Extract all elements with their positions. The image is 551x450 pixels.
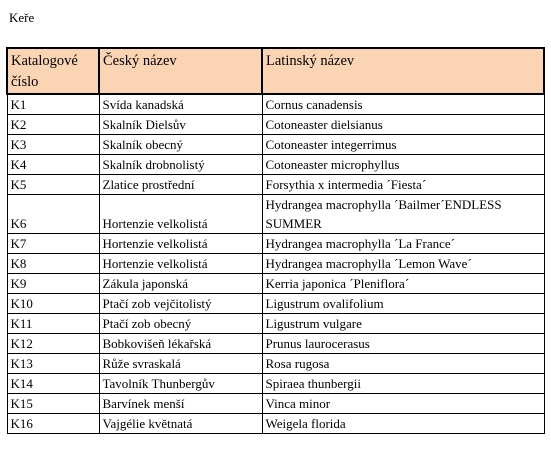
czech-name-cell: Barvínek menší: [98, 393, 263, 414]
catalog-number-cell: K8: [6, 253, 100, 274]
czech-name-cell: Ptačí zob vejčitolistý: [98, 293, 263, 314]
latin-name-cell: Cotoneaster integerrimus: [261, 134, 545, 155]
column-header-latin-name: Latinský název: [261, 47, 545, 95]
latin-name-cell: Weigela florida: [261, 413, 545, 434]
table-row: K11 Ptačí zob obecný Ligustrum vulgare: [6, 313, 545, 334]
czech-name-cell: Zlatice prostřední: [98, 174, 263, 195]
table-row: K14 Tavolník Thunbergův Spiraea thunbergii: [6, 373, 545, 394]
latin-name-cell: Vinca minor: [261, 393, 545, 414]
czech-name-cell: Ptačí zob obecný: [98, 313, 263, 334]
catalog-number-cell: K7: [6, 233, 100, 254]
latin-name-cell: Hydrangea macrophylla ´Lemon Wave´: [261, 253, 545, 274]
czech-name-cell: Zákula japonská: [98, 273, 263, 294]
plant-catalog-table: Katalogové číslo Český název Latinský ná…: [6, 47, 545, 434]
catalog-number-cell: K14: [6, 373, 100, 394]
table-row: K1 Svída kanadská Cornus canadensis: [6, 93, 545, 115]
latin-name-cell: Cotoneaster microphyllus: [261, 154, 545, 175]
latin-name-cell: Hydrangea macrophylla ´La France´: [261, 233, 545, 254]
latin-name-cell: Cornus canadensis: [261, 93, 545, 115]
column-header-catalog-number: Katalogové číslo: [6, 47, 100, 95]
catalog-number-cell: K5: [6, 174, 100, 195]
table-row: K5 Zlatice prostřední Forsythia x intermed…: [6, 174, 545, 195]
catalog-number-cell: K2: [6, 114, 100, 135]
table-header: Katalogové číslo Český název Latinský ná…: [6, 47, 545, 95]
czech-name-cell: Tavolník Thunbergův: [98, 373, 263, 394]
catalog-number-cell: K9: [6, 273, 100, 294]
latin-name-cell: Forsythia x intermedia ´Fiesta´: [261, 174, 545, 195]
table-row: K3 Skalník obecný Cotoneaster integerrimus: [6, 134, 545, 155]
latin-name-cell: Rosa rugosa: [261, 353, 545, 374]
catalog-number-cell: K11: [6, 313, 100, 334]
table-row: K15 Barvínek menší Vinca minor: [6, 393, 545, 414]
catalog-number-cell: K4: [6, 154, 100, 175]
czech-name-cell: Svída kanadská: [98, 93, 263, 115]
latin-name-cell: Kerria japonica ´Pleniflora´: [261, 273, 545, 294]
catalog-number-cell: K15: [6, 393, 100, 414]
czech-name-cell: Vajgélie květnatá: [98, 413, 263, 434]
table-row: K13 Růže svraskalá Rosa rugosa: [6, 353, 545, 374]
table-row: K4 Skalník drobnolistý Cotoneaster microph…: [6, 154, 545, 175]
table-row: K9 Zákula japonská Kerria japonica ´Plenif…: [6, 273, 545, 294]
page-heading: Keře: [9, 10, 35, 25]
table-row: K10 Ptačí zob vejčitolistý Ligustrum ovali…: [6, 293, 545, 314]
table-row: K2 Skalník Dielsův Cotoneaster dielsianus: [6, 114, 545, 135]
latin-name-cell: Prunus laurocerasus: [261, 333, 545, 354]
table-row: K8 Hortenzie velkolistá Hydrangea macrophy…: [6, 253, 545, 274]
catalog-number-cell: K13: [6, 353, 100, 374]
czech-name-cell: Hortenzie velkolistá: [98, 194, 263, 234]
header-row: Katalogové číslo Český název Latinský ná…: [6, 47, 545, 95]
czech-name-cell: Skalník Dielsův: [98, 114, 263, 135]
czech-name-cell: Hortenzie velkolistá: [98, 233, 263, 254]
table-body: K1 Svída kanadská Cornus canadensis K2 Skaln…: [6, 93, 545, 434]
catalog-number-cell: K10: [6, 293, 100, 314]
catalog-number-cell: K6: [6, 194, 100, 234]
czech-name-cell: Bobkovišeň lékařská: [98, 333, 263, 354]
latin-name-cell: Ligustrum vulgare: [261, 313, 545, 334]
catalog-number-cell: K16: [6, 413, 100, 434]
catalog-number-cell: K3: [6, 134, 100, 155]
latin-name-cell: Cotoneaster dielsianus: [261, 114, 545, 135]
table-row: K6 Hortenzie velkolistá Hydrangea macrophy…: [6, 194, 545, 234]
table-row: K16 Vajgélie květnatá Weigela florida: [6, 413, 545, 434]
czech-name-cell: Skalník drobnolistý: [98, 154, 263, 175]
czech-name-cell: Skalník obecný: [98, 134, 263, 155]
catalog-number-cell: K1: [6, 93, 100, 115]
catalog-number-cell: K12: [6, 333, 100, 354]
table-row: K12 Bobkovišeň lékařská Prunus laurocerasu…: [6, 333, 545, 354]
table-row: K7 Hortenzie velkolistá Hydrangea macrophy…: [6, 233, 545, 254]
latin-name-cell: Spiraea thunbergii: [261, 373, 545, 394]
column-header-czech-name: Český název: [98, 47, 263, 95]
czech-name-cell: Růže svraskalá: [98, 353, 263, 374]
czech-name-cell: Hortenzie velkolistá: [98, 253, 263, 274]
latin-name-cell: Ligustrum ovalifolium: [261, 293, 545, 314]
latin-name-cell: Hydrangea macrophylla ´Bailmer´ENDLESS S…: [261, 194, 545, 234]
